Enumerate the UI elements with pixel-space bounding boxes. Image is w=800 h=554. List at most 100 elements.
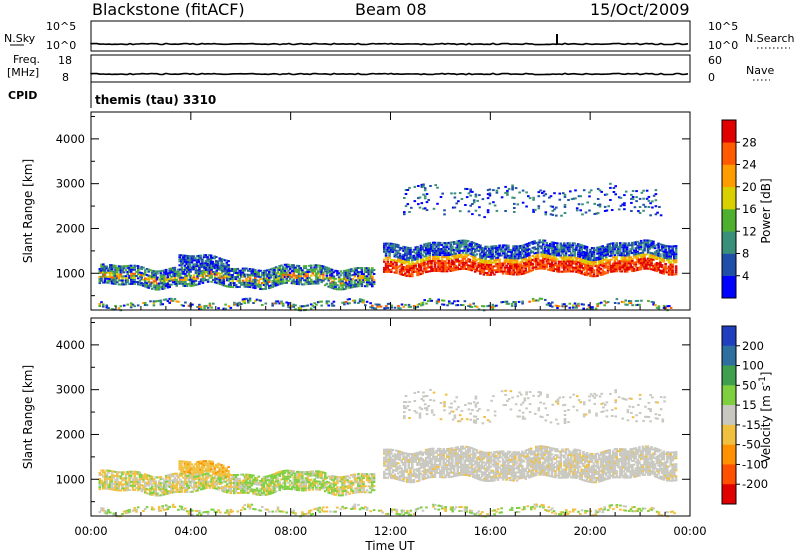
data-cell — [510, 253, 514, 256]
data-cell — [480, 249, 484, 252]
data-cell — [501, 252, 505, 255]
data-cell — [201, 264, 204, 267]
data-cell — [604, 262, 608, 265]
data-cell — [549, 257, 552, 259]
data-cell — [543, 239, 547, 242]
data-cell — [463, 267, 466, 270]
data-cell — [610, 250, 613, 253]
data-cell — [262, 271, 266, 274]
data-cell — [544, 211, 548, 214]
data-cell — [252, 474, 255, 477]
data-cell — [564, 264, 568, 267]
data-cell — [540, 265, 543, 268]
data-cell — [386, 270, 390, 273]
data-cell — [438, 250, 442, 252]
data-cell — [667, 247, 671, 250]
data-cell — [465, 239, 468, 242]
data-cell — [386, 242, 390, 245]
data-cell — [369, 269, 372, 272]
data-cell — [437, 264, 440, 266]
data-cell — [536, 249, 540, 252]
data-cell — [568, 246, 571, 249]
data-cell — [514, 245, 517, 248]
data-cell — [163, 273, 166, 276]
data-cell — [117, 279, 121, 282]
data-cell — [100, 275, 103, 278]
data-cell — [549, 269, 552, 272]
data-cell — [435, 243, 438, 246]
data-cell — [650, 244, 653, 247]
data-cell — [660, 272, 664, 275]
data-cell — [565, 305, 568, 308]
data-cell — [398, 246, 402, 249]
data-cell — [491, 245, 494, 248]
data-cell — [559, 270, 563, 273]
data-cell — [316, 270, 320, 273]
data-cell — [177, 300, 180, 303]
data-cell — [578, 271, 582, 274]
data-cell — [631, 241, 634, 244]
data-cell — [245, 273, 248, 276]
data-cell — [659, 243, 662, 246]
data-cell — [114, 470, 117, 473]
data-cell — [467, 210, 471, 213]
data-cell — [592, 247, 596, 250]
data-cell — [487, 263, 491, 266]
data-cell — [371, 269, 374, 272]
data-cell — [423, 263, 426, 266]
data-cell — [418, 206, 422, 209]
data-cell — [231, 474, 234, 476]
data-cell — [583, 261, 587, 264]
data-cell — [393, 306, 397, 309]
data-cell — [573, 248, 576, 251]
data-cell — [344, 273, 348, 276]
data-cell — [636, 260, 639, 263]
data-cell — [473, 242, 477, 245]
data-cell — [498, 270, 501, 273]
data-cell — [213, 275, 217, 278]
data-cell — [213, 473, 217, 476]
data-cell — [575, 248, 578, 251]
data-cell — [624, 270, 627, 273]
data-cell — [463, 243, 466, 246]
data-cell — [182, 472, 185, 475]
data-cell — [635, 190, 638, 193]
data-cell — [336, 270, 339, 273]
data-cell — [652, 264, 655, 267]
data-cell — [421, 272, 424, 275]
data-cell — [192, 482, 196, 485]
data-cell — [547, 254, 550, 257]
data-cell — [413, 307, 416, 309]
data-cell — [400, 255, 404, 258]
data-cell — [594, 263, 597, 266]
data-cell — [575, 207, 579, 210]
data-cell — [558, 305, 561, 308]
data-cell — [609, 186, 612, 189]
data-cell — [437, 245, 440, 248]
data-cell — [624, 250, 627, 253]
data-cell — [479, 270, 482, 273]
data-cell — [617, 250, 620, 253]
data-cell — [234, 484, 238, 487]
data-cell — [496, 264, 500, 267]
data-cell — [233, 486, 236, 489]
data-cell — [570, 246, 573, 249]
data-cell — [241, 273, 245, 276]
data-cell — [486, 255, 489, 258]
data-cell — [103, 475, 107, 478]
data-cell — [664, 271, 667, 274]
data-cell — [444, 252, 447, 255]
data-cell — [178, 280, 182, 283]
data-cell — [426, 262, 430, 265]
data-cell — [225, 261, 229, 264]
data-cell — [168, 301, 171, 304]
data-cell — [632, 263, 636, 266]
data-cell — [245, 485, 248, 488]
data-cell — [194, 483, 198, 486]
data-cell — [313, 302, 316, 305]
data-cell — [395, 259, 398, 262]
data-cell — [301, 273, 304, 276]
data-cell — [201, 481, 205, 484]
data-cell — [489, 263, 493, 266]
data-cell — [332, 281, 336, 284]
